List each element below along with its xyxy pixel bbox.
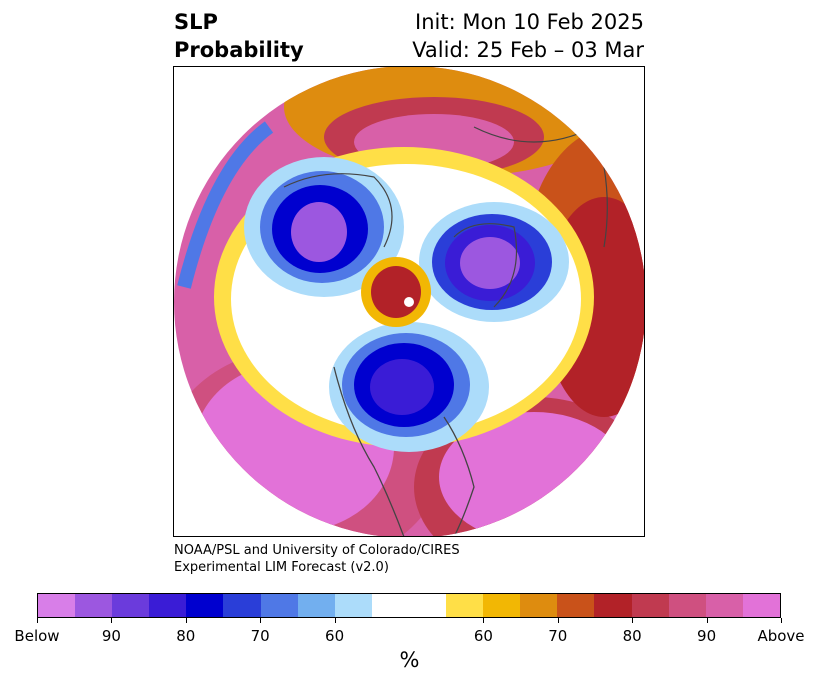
colorbar-swatch [446,594,484,617]
colorbar-swatch [223,594,261,617]
title-line-2: Probability [174,38,304,62]
colorbar-swatch [483,594,521,617]
credit-line-2: Experimental LIM Forecast (v2.0) [174,560,389,575]
map-panel [173,66,645,537]
colorbar-tick [557,618,559,623]
colorbar-swatch [297,594,335,617]
colorbar-swatch [742,594,780,617]
colorbar-tick [632,618,634,623]
colorbar-swatch [186,594,224,617]
below-low-canada-core [370,359,434,415]
colorbar-tick [483,618,485,623]
valid-date: Valid: 25 Feb – 03 Mar [412,38,644,62]
colorbar [37,593,781,618]
colorbar-tick-label: 80 [622,627,642,645]
colorbar-tick-label: 60 [325,627,345,645]
polar-map [174,67,644,536]
colorbar-swatch [705,594,743,617]
forecast-dates: Init: Mon 10 Feb 2025 Valid: 25 Feb – 03… [412,8,644,64]
colorbar-tick [111,618,113,623]
colorbar-unit: % [399,648,420,672]
coastline-greenland [453,223,518,308]
colorbar-swatch [334,594,372,617]
colorbar-tick-label: 70 [250,627,270,645]
colorbar-swatch [149,594,187,617]
colorbar-ticks: Below 90 80 70 60 60 70 80 90 Above [14,618,805,648]
colorbar-swatch [520,594,558,617]
colorbar-swatch [408,594,447,617]
west-below-arc [177,121,274,289]
colorbar-swatch [371,594,409,617]
coastline-siberia [283,173,393,248]
colorbar-tick-label: 90 [697,627,717,645]
colorbar-tick [706,618,708,623]
colorbar-swatch [594,594,632,617]
colorbar-swatch [631,594,669,617]
colorbar-tick-label: Below [14,627,60,645]
colorbar-tick [37,618,38,623]
polar-above-core [371,266,421,318]
colorbar-tick-label: 70 [548,627,568,645]
below-low-east-core [460,237,520,289]
colorbar-tick [185,618,187,623]
colorbar-swatch [557,594,595,617]
colorbar-tick-label: Above [757,627,805,645]
coastline-east-na [443,416,475,536]
coastline-west-na [333,366,405,536]
north-pole-marker [404,297,414,307]
below-low-west-core [291,202,347,262]
init-date: Init: Mon 10 Feb 2025 [415,10,644,34]
map-title: SLP Probability [174,8,304,64]
colorbar-swatch [668,594,706,617]
colorbar-tick-label: 90 [101,627,121,645]
colorbar-swatch [112,594,150,617]
colorbar-tick-label: 60 [473,627,493,645]
colorbar-tick [781,618,782,623]
colorbar-tick [334,618,336,623]
title-line-1: SLP [174,10,218,34]
colorbar-tick-label: 80 [176,627,196,645]
credit-line-1: NOAA/PSL and University of Colorado/CIRE… [174,543,460,558]
colorbar-tick [260,618,262,623]
colorbar-swatch [75,594,113,617]
credit-text: NOAA/PSL and University of Colorado/CIRE… [174,542,460,576]
colorbar-swatch [38,594,76,617]
colorbar-swatch [260,594,298,617]
